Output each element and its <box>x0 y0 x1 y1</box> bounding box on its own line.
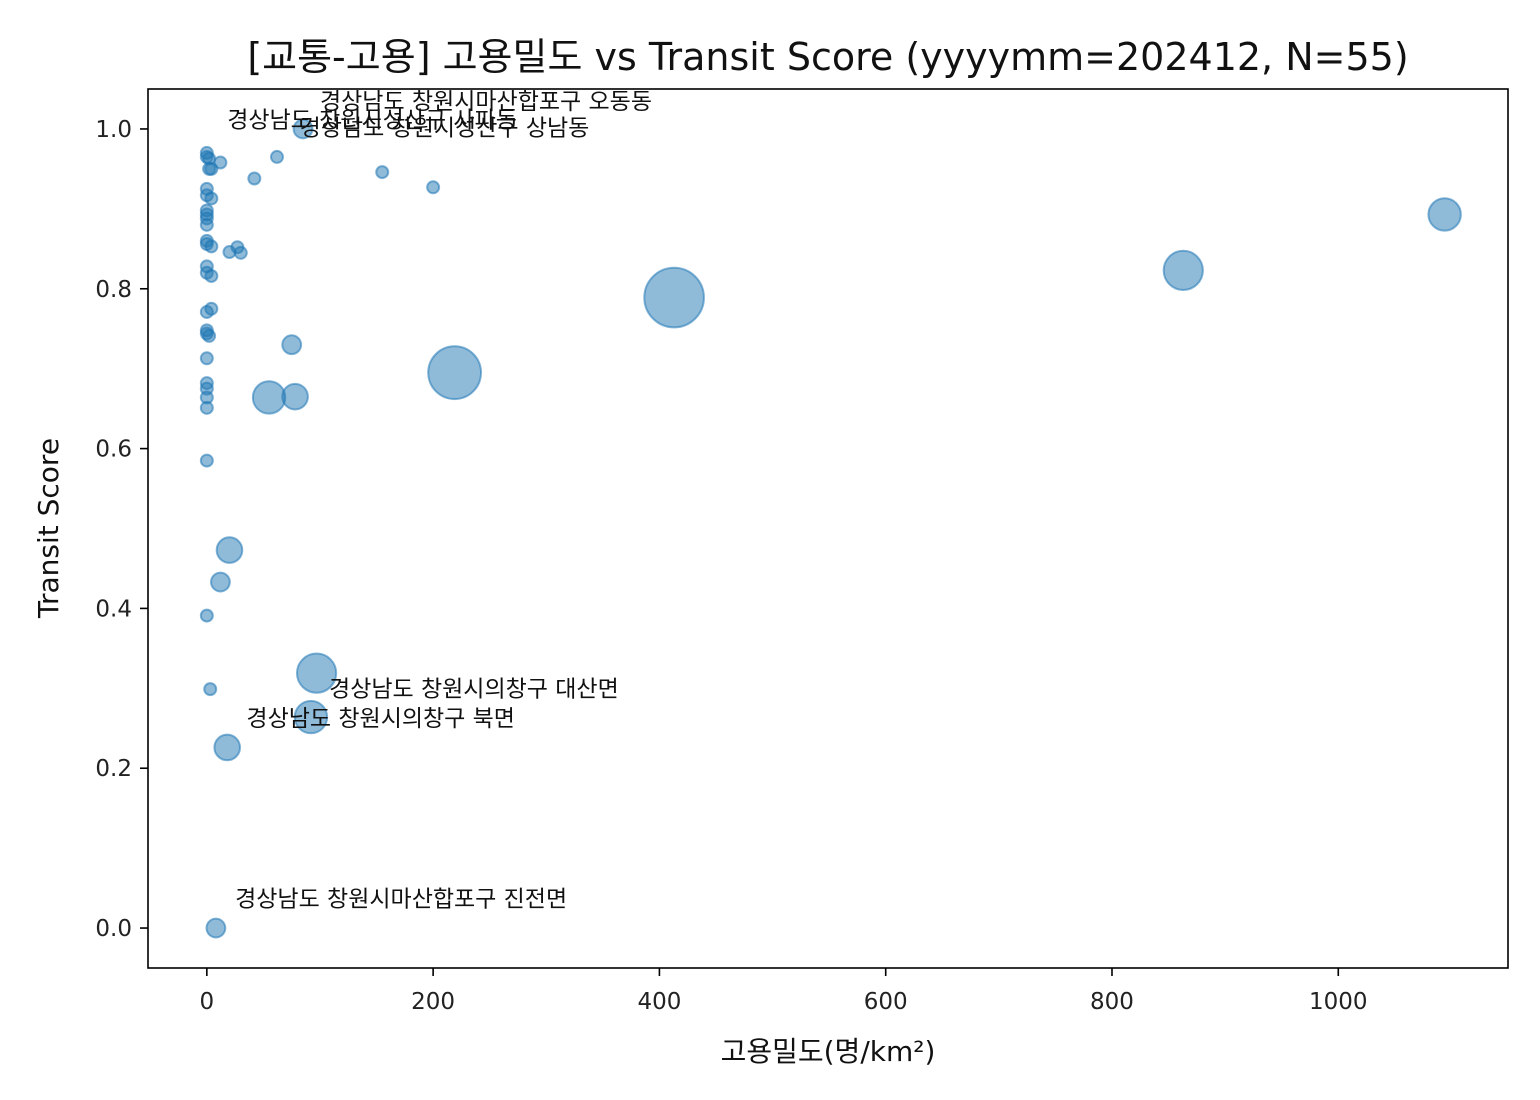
scatter-point <box>222 245 237 260</box>
scatter-point <box>199 304 214 319</box>
scatter-point <box>427 345 483 401</box>
x-tick-label: 800 <box>1090 989 1134 1015</box>
x-axis: 0 200 400 600 800 1000 <box>200 968 1368 1015</box>
scatter-point <box>281 382 309 411</box>
y-axis-title: Transit Score <box>32 438 65 619</box>
scatter-point <box>643 266 705 329</box>
y-tick-label: 0.4 <box>95 596 132 622</box>
scatter-point <box>199 400 214 415</box>
point-annotation: 경상남도 창원시성산구 사파동 <box>227 107 517 133</box>
scatter-point <box>375 165 390 180</box>
points-layer <box>199 118 1462 939</box>
scatter-point <box>204 191 219 206</box>
scatter-point <box>292 118 314 140</box>
scatter-point <box>295 652 338 694</box>
x-tick-label: 400 <box>637 989 681 1015</box>
scatter-point <box>247 171 262 186</box>
scatter-point <box>269 149 284 164</box>
y-tick-label: 0.0 <box>95 916 132 942</box>
point-annotation: 경상남도 창원시성산구 상남동 <box>300 115 590 141</box>
scatter-point <box>204 161 219 176</box>
scatter-point <box>233 245 248 260</box>
chart-title: [교통-고용] 고용밀도 vs Transit Score (yyyymm=20… <box>247 35 1408 79</box>
y-tick-label: 0.6 <box>95 437 132 463</box>
scatter-point <box>1162 249 1204 291</box>
scatter-point <box>426 180 441 195</box>
point-annotation: 경상남도 창원시의창구 대산면 <box>329 676 619 702</box>
scatter-point <box>215 536 244 564</box>
point-annotation: 경상남도 창원시마산합포구 오동동 <box>320 89 652 115</box>
scatter-point <box>205 917 227 939</box>
scatter-point <box>199 608 214 623</box>
y-tick-label: 0.2 <box>95 756 132 782</box>
scatter-point <box>251 380 287 415</box>
x-tick-label: 200 <box>411 989 455 1015</box>
point-annotation: 경상남도 창원시의창구 북면 <box>246 706 515 732</box>
scatter-point <box>204 239 219 254</box>
y-tick-label: 0.8 <box>95 277 132 303</box>
scatter-point <box>199 351 214 366</box>
scatter-point <box>202 328 217 343</box>
x-axis-title: 고용밀도(명/km²) <box>721 1035 936 1068</box>
x-tick-label: 600 <box>864 989 908 1015</box>
scatter-point <box>293 699 329 735</box>
scatter-point <box>199 453 214 468</box>
x-tick-label: 1000 <box>1309 989 1368 1015</box>
scatter-point <box>1427 197 1462 232</box>
point-annotation: 경상남도 창원시마산합포구 진전면 <box>235 886 567 912</box>
plot-frame <box>147 88 1509 969</box>
scatter-point <box>203 682 218 697</box>
y-axis: 0.0 0.2 0.4 0.6 0.8 1.0 <box>95 117 148 942</box>
x-tick-label: 0 <box>200 989 215 1015</box>
scatter-point <box>281 334 303 356</box>
y-tick-label: 1.0 <box>95 117 132 143</box>
scatter-point <box>213 733 242 762</box>
scatter-point <box>204 268 219 283</box>
scatter-point <box>210 571 231 593</box>
scatter-point <box>199 217 214 232</box>
